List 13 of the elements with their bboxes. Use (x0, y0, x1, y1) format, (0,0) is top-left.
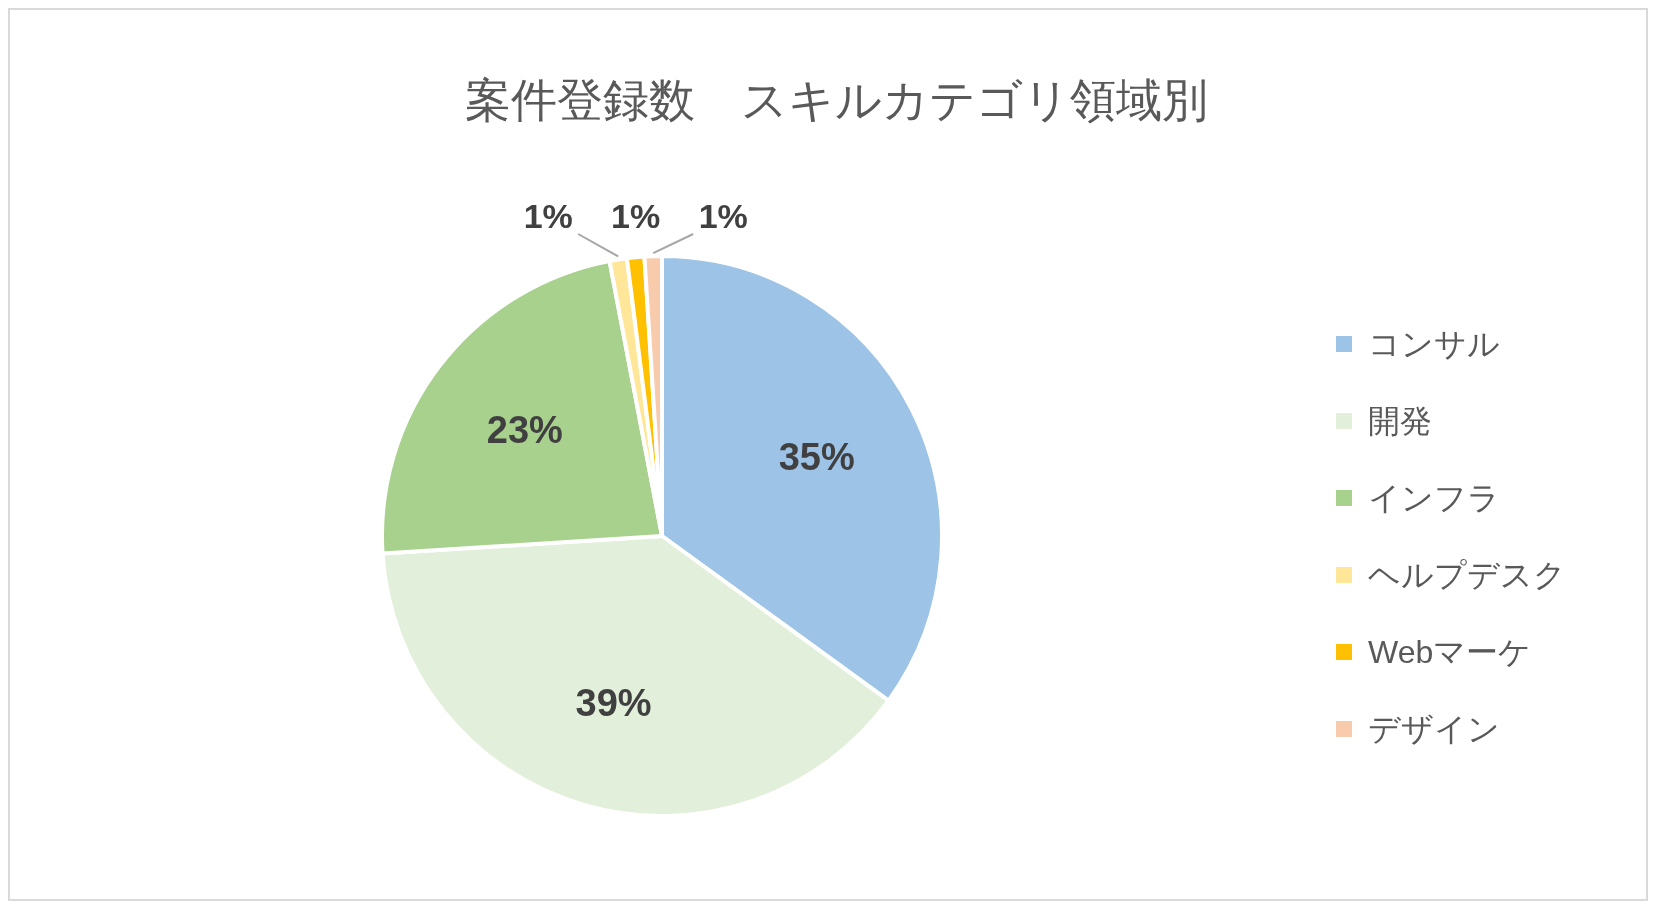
legend-label: インフラ (1368, 480, 1500, 516)
data-label: 1% (523, 197, 573, 235)
chart-title: 案件登録数 スキルカテゴリ領域別 (464, 74, 1208, 126)
legend-label: 開発 (1368, 403, 1432, 439)
data-label: 1% (611, 197, 661, 235)
data-label: 1% (698, 197, 748, 235)
data-label: 23% (486, 408, 563, 451)
data-label: 39% (575, 681, 652, 724)
data-label: 35% (778, 436, 855, 479)
legend-label: デザイン (1368, 711, 1500, 747)
legend-label: コンサル (1368, 326, 1500, 362)
legend-label: ヘルプデスク (1368, 557, 1566, 593)
legend-label: Webマーケ (1368, 634, 1532, 670)
